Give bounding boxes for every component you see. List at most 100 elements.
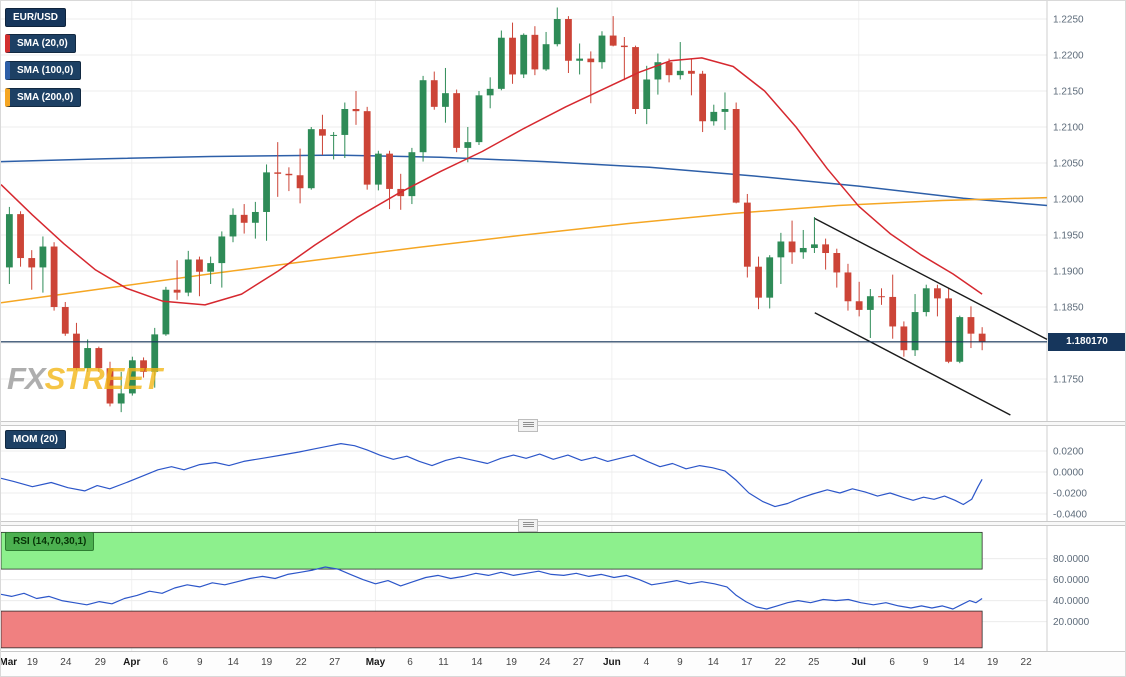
candle-body bbox=[464, 142, 472, 148]
candle-body bbox=[296, 175, 304, 189]
candlesticks bbox=[5, 7, 986, 413]
candle-body bbox=[889, 296, 897, 327]
y-axis-label: 80.0000 bbox=[1053, 554, 1090, 565]
panel-resize-handle-icon[interactable] bbox=[518, 419, 538, 432]
candle-body bbox=[565, 19, 572, 61]
candle-body bbox=[833, 253, 841, 273]
candle-body bbox=[609, 35, 617, 46]
candle-body bbox=[307, 129, 315, 189]
y-axis-label: 1.2250 bbox=[1053, 15, 1084, 26]
mom-legend[interactable]: MOM (20) bbox=[5, 430, 66, 449]
x-axis-label: 22 bbox=[774, 657, 786, 668]
candle-body bbox=[184, 259, 192, 293]
y-axis-label: 60.0000 bbox=[1053, 575, 1090, 586]
x-axis-label: Jun bbox=[602, 657, 621, 668]
sma100-legend[interactable]: SMA (100,0) bbox=[5, 61, 82, 80]
x-axis-label: 14 bbox=[471, 657, 483, 668]
candle-body bbox=[866, 296, 874, 310]
candle-body bbox=[587, 58, 595, 63]
candle-body bbox=[520, 34, 528, 75]
candle-body bbox=[229, 214, 237, 237]
candle-body bbox=[497, 37, 505, 89]
candle-body bbox=[196, 259, 203, 272]
candle-body bbox=[743, 202, 751, 267]
candle-body bbox=[598, 35, 606, 63]
x-axis-label: 19 bbox=[261, 657, 273, 668]
y-axis-label: 20.0000 bbox=[1053, 617, 1090, 628]
symbol-legend[interactable]: EUR/USD bbox=[5, 8, 67, 27]
candle-body bbox=[330, 134, 338, 136]
candle-body bbox=[5, 214, 13, 268]
x-axis-label: May bbox=[365, 657, 386, 668]
candle-body bbox=[911, 312, 919, 351]
candle-body bbox=[285, 173, 293, 176]
rsi-panel[interactable]: 80.0000 60.0000 40.0000 20.0000 bbox=[1, 525, 1126, 651]
candle-body bbox=[620, 45, 628, 48]
rsi-line bbox=[1, 566, 983, 610]
sma20-legend[interactable]: SMA (20,0) bbox=[5, 34, 76, 53]
x-axis-label: 27 bbox=[329, 657, 341, 668]
candle-body bbox=[106, 368, 114, 404]
main-price-panel[interactable]: 1.2250 1.2200 1.2150 1.2100 1.2050 1.2000 1.19… bbox=[1, 1, 1126, 421]
watermark-street: STREET bbox=[44, 361, 162, 396]
candle-body bbox=[710, 111, 718, 122]
rsi-legend[interactable]: RSI (14,70,30,1) bbox=[5, 532, 95, 551]
y-axis-label: 1.2100 bbox=[1053, 123, 1084, 134]
candle-body bbox=[934, 288, 941, 299]
y-axis-label: 1.2200 bbox=[1053, 51, 1084, 62]
x-axis-label: 29 bbox=[94, 657, 106, 668]
x-axis-label: 19 bbox=[26, 657, 38, 668]
candle-body bbox=[509, 37, 516, 75]
candle-body bbox=[777, 241, 785, 258]
candle-body bbox=[766, 257, 774, 298]
candle-body bbox=[207, 263, 215, 272]
x-axis-label: Jul bbox=[851, 657, 866, 668]
candle-body bbox=[352, 109, 360, 112]
x-axis-label: 19 bbox=[505, 657, 517, 668]
candle-body bbox=[274, 172, 282, 174]
y-axis-label: 0.0200 bbox=[1053, 446, 1084, 457]
x-axis-label: 25 bbox=[808, 657, 820, 668]
candle-body bbox=[699, 73, 707, 122]
trendline bbox=[814, 217, 1048, 341]
candle-body bbox=[341, 109, 349, 135]
candle-body bbox=[430, 80, 438, 107]
x-axis: Mar 19 24 29 Apr 6 9 14 19 22 27 May 6 11 14 19 24 27 Jun 4… bbox=[1, 651, 1125, 676]
candle-body bbox=[643, 79, 651, 110]
x-axis-label: Apr bbox=[123, 657, 141, 668]
y-axis-label: 1.2000 bbox=[1053, 195, 1084, 206]
candle-body bbox=[151, 334, 159, 372]
candle-body bbox=[39, 246, 47, 268]
momentum-panel[interactable]: 0.0200 0.0000 -0.0200 -0.0400 bbox=[1, 425, 1126, 521]
candle-body bbox=[95, 348, 103, 369]
y-axis-label: -0.0200 bbox=[1053, 488, 1087, 499]
price-tag: 1.180170 bbox=[1048, 332, 1125, 351]
candle-body bbox=[900, 326, 908, 351]
candle-body bbox=[486, 88, 494, 96]
candle-body bbox=[755, 266, 762, 298]
candle-body bbox=[28, 258, 36, 268]
sma200-line bbox=[1, 196, 1048, 304]
candle-body bbox=[632, 47, 639, 110]
sma200-legend[interactable]: SMA (200,0) bbox=[5, 88, 82, 107]
y-axis-label: 1.1850 bbox=[1053, 303, 1084, 314]
candle-body bbox=[374, 153, 382, 185]
candle-body bbox=[73, 333, 80, 369]
y-axis-label: 1.1750 bbox=[1053, 375, 1084, 386]
candle-body bbox=[542, 44, 550, 70]
y-axis-label: 1.1900 bbox=[1053, 267, 1084, 278]
candle-body bbox=[173, 289, 181, 293]
panel-resize-handle-icon[interactable] bbox=[518, 519, 538, 532]
candle-body bbox=[117, 393, 125, 404]
candle-body bbox=[263, 172, 270, 212]
x-axis-label: 22 bbox=[1020, 657, 1032, 668]
y-axis-label: 0.0000 bbox=[1053, 467, 1084, 478]
candle-body bbox=[945, 298, 953, 362]
x-axis-label: 9 bbox=[677, 657, 683, 668]
candle-body bbox=[811, 244, 818, 248]
fxstreet-watermark: FXSTREET bbox=[7, 361, 162, 397]
x-axis-label: 6 bbox=[162, 657, 168, 668]
candle-body bbox=[855, 301, 863, 310]
mom-line bbox=[1, 443, 983, 508]
